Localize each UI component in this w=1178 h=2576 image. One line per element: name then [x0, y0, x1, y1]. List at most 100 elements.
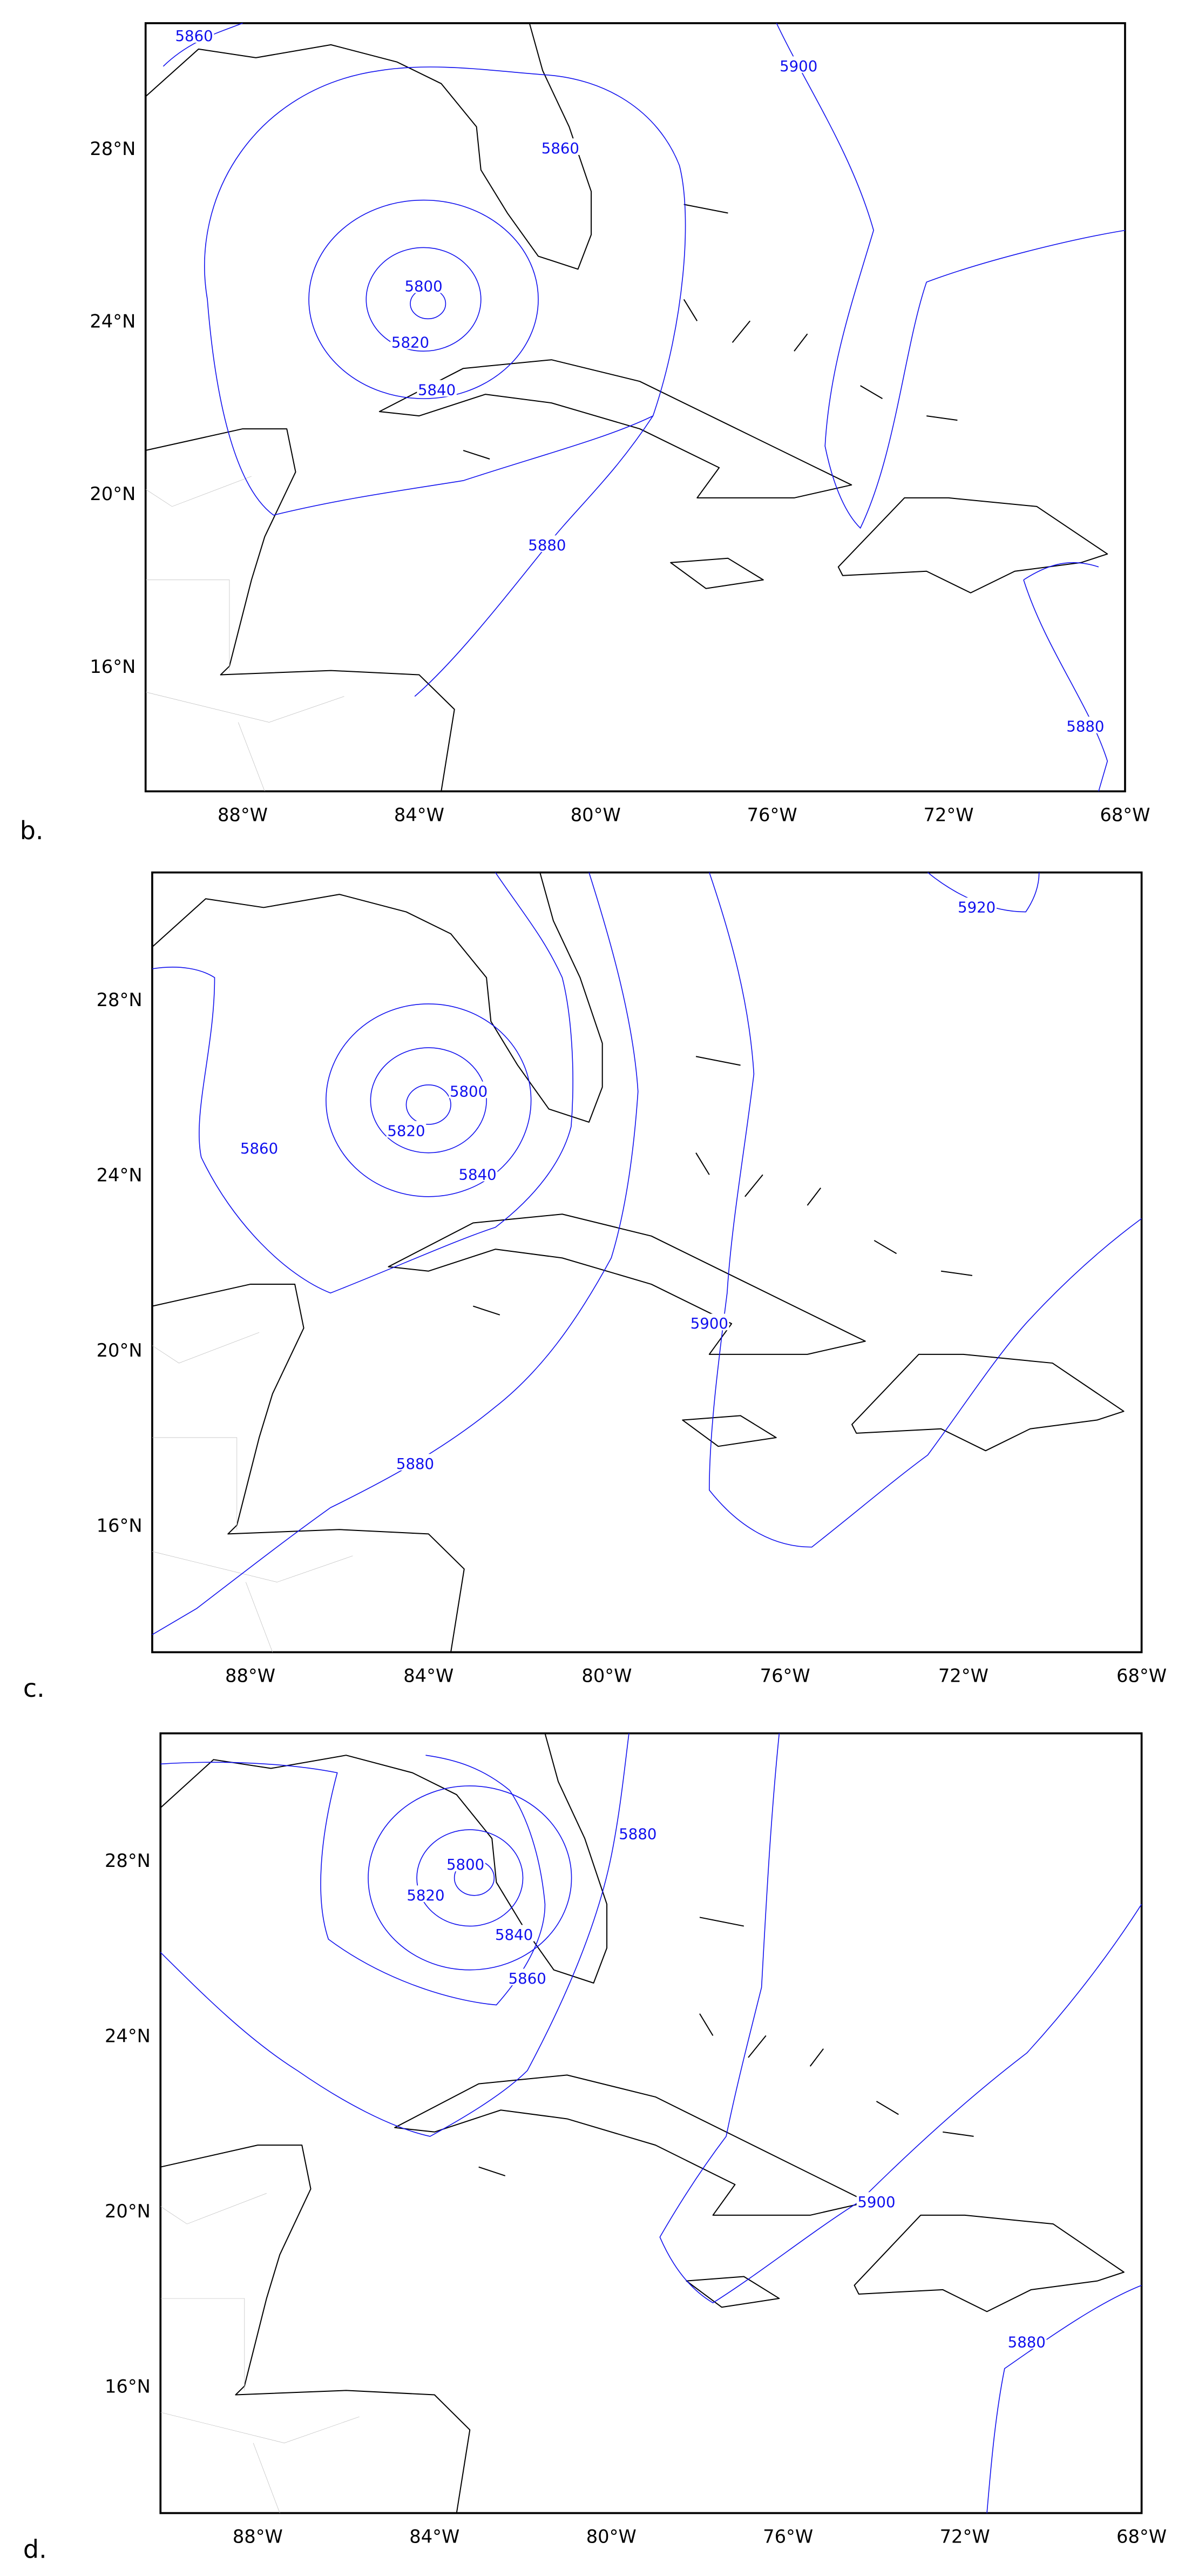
panel-label: c.: [23, 1674, 45, 1703]
contour: [160, 1734, 629, 2136]
x-tick-label: 76°W: [747, 805, 797, 826]
contour-label-bg: [386, 1121, 426, 1138]
map-frame: [159, 1732, 1143, 2514]
contour-label-bg: [395, 1454, 435, 1471]
contour-label-bg: [957, 898, 997, 914]
contour: [406, 1085, 451, 1124]
x-tick-label: 72°W: [924, 805, 974, 826]
y-tick-label: 24°N: [90, 311, 136, 332]
contour-label-bg: [390, 332, 430, 349]
y-tick-label: 16°N: [105, 2376, 151, 2397]
coastlines: [146, 23, 1108, 791]
contour-label: 5840: [458, 1165, 496, 1183]
x-tick-label: 84°W: [409, 2526, 459, 2547]
coastlines: [160, 1734, 1124, 2513]
contour: [160, 1755, 545, 2005]
contour-label: 5820: [391, 333, 429, 351]
y-tick-label: 28°N: [90, 138, 136, 159]
contour-label: 5820: [387, 1122, 425, 1139]
contour: [776, 23, 1125, 791]
y-tick-label: 24°N: [97, 1165, 143, 1186]
contour-label-bg: [1065, 717, 1106, 733]
y-tick-label: 28°N: [97, 989, 143, 1010]
contour-label-bg: [239, 1138, 279, 1155]
y-tick-label: 20°N: [97, 1340, 143, 1361]
contour-label-bg: [618, 1824, 658, 1841]
contour-label: 5800: [450, 1082, 488, 1100]
contour: [152, 873, 573, 1293]
contour-label: 5900: [857, 2193, 895, 2211]
contour-label: 5840: [495, 1926, 533, 1944]
map: [146, 0, 1125, 791]
contour-label: 5880: [1008, 2333, 1046, 2351]
contour: [417, 1830, 523, 1926]
contour-label: 5800: [404, 278, 442, 295]
contour-label: 5860: [509, 1970, 546, 1987]
contour: [326, 1004, 531, 1197]
contour: [370, 1048, 486, 1153]
contour-label-bg: [527, 535, 567, 552]
x-tick-label: 68°W: [1116, 2526, 1167, 2547]
contour-label: 5840: [418, 381, 456, 399]
contour-label: 5860: [175, 27, 213, 45]
contour-label: 5880: [619, 1825, 656, 1843]
panel-c: [152, 873, 1142, 1653]
contour-label: 5880: [396, 1455, 434, 1473]
contour-label-bg: [856, 2192, 897, 2209]
x-tick-label: 72°W: [940, 2526, 990, 2547]
contour-label-bg: [405, 1885, 446, 1903]
contour: [163, 23, 685, 697]
contour-label-bg: [494, 1925, 534, 1942]
contour-label: 5900: [780, 57, 817, 75]
map-frame: [151, 871, 1143, 1654]
contour: [660, 1734, 1141, 2303]
x-tick-label: 80°W: [581, 1665, 632, 1687]
contour-label: 5860: [541, 139, 579, 157]
x-tick-label: 84°W: [403, 1665, 453, 1687]
x-tick-label: 80°W: [586, 2526, 637, 2547]
y-tick-label: 16°N: [97, 1515, 143, 1536]
y-tick-label: 16°N: [90, 656, 136, 677]
x-tick-label: 84°W: [394, 805, 444, 826]
y-tick-label: 20°N: [90, 483, 136, 504]
contour: [366, 247, 480, 351]
contour-label-bg: [174, 26, 214, 43]
contour: [927, 873, 1039, 912]
contour-label-bg: [778, 56, 818, 73]
contour-label: 5800: [446, 1856, 484, 1873]
x-tick-label: 72°W: [938, 1665, 989, 1687]
x-tick-label: 80°W: [571, 805, 621, 826]
panel-label: d.: [23, 2534, 47, 2564]
contour: [368, 1786, 572, 1970]
map-frame: [144, 22, 1126, 793]
x-tick-label: 68°W: [1100, 805, 1150, 826]
map: [160, 1734, 1141, 2513]
contour-label-bg: [507, 1968, 547, 1986]
y-tick-label: 20°N: [105, 2201, 151, 2222]
coastlines: [152, 873, 1124, 1653]
contour-label-bg: [403, 276, 444, 293]
x-tick-label: 68°W: [1116, 1665, 1167, 1687]
x-tick-label: 88°W: [218, 805, 268, 826]
y-tick-label: 24°N: [105, 2026, 151, 2047]
contour-label-bg: [445, 1855, 485, 1872]
contour-label: 5900: [690, 1314, 728, 1332]
contour-label-bg: [1006, 2332, 1047, 2349]
panel-b: [144, 0, 1126, 793]
x-tick-label: 76°W: [763, 2526, 813, 2547]
x-tick-label: 88°W: [233, 2526, 283, 2547]
contour-label-bg: [689, 1313, 729, 1331]
contour-label-bg: [417, 380, 457, 397]
contour-label-bg: [457, 1164, 498, 1182]
contour: [709, 873, 1142, 1547]
contour-label: 5880: [1066, 718, 1104, 736]
panel-d: [160, 1734, 1141, 2513]
map: [152, 873, 1142, 1653]
contour: [987, 2285, 1142, 2513]
contour-label: 5880: [528, 536, 566, 554]
y-tick-label: 28°N: [105, 1850, 151, 1871]
x-tick-label: 88°W: [225, 1665, 275, 1687]
contour: [152, 873, 638, 1635]
contour-label-bg: [449, 1081, 489, 1098]
